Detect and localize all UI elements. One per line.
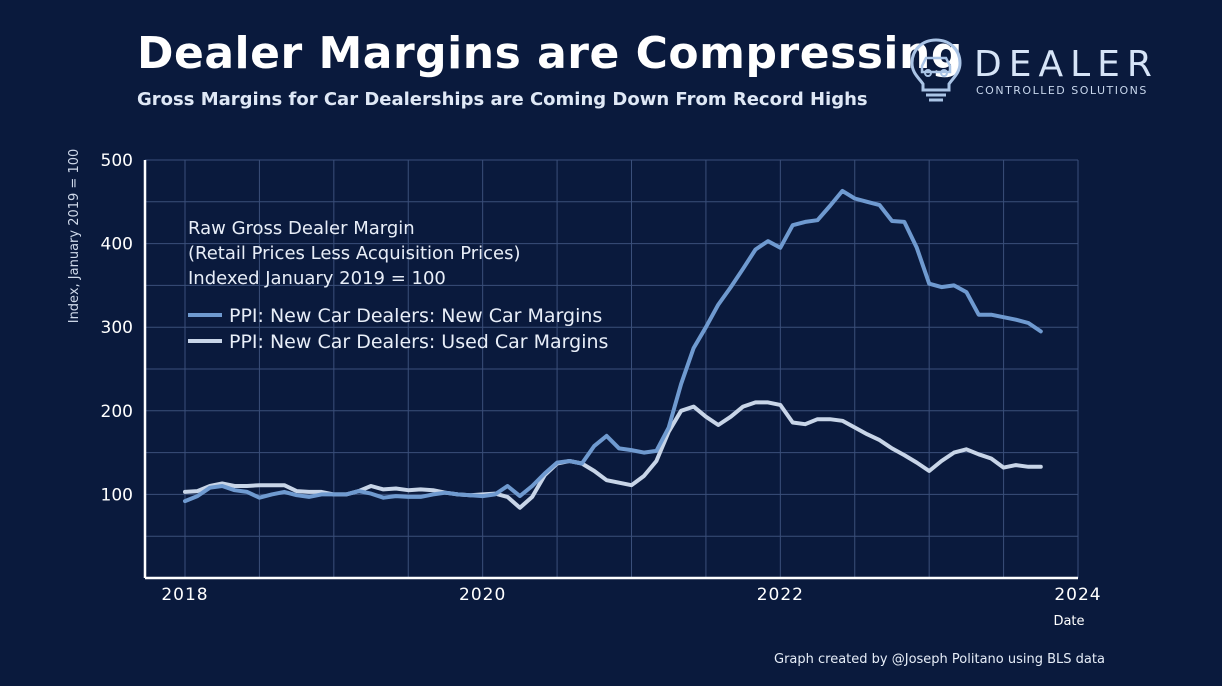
series-line (183, 188, 1043, 504)
y-tick-label: 100 (101, 485, 133, 505)
x-tick-label: 2024 (1054, 585, 1101, 605)
x-axis-label: Date (1053, 614, 1084, 629)
x-tick-label: 2018 (161, 585, 208, 605)
brand-logo: DEALER CONTROLLED SOLUTIONS (906, 36, 1166, 106)
legend-label: PPI: New Car Dealers: New Car Margins (229, 305, 602, 327)
y-tick-label: 500 (101, 151, 133, 171)
gridlines (145, 159, 1079, 578)
y-axis-label: Index, January 2019 = 100 (67, 149, 82, 324)
brand-name: DEALER (974, 44, 1159, 85)
x-tick-label: 2022 (757, 585, 804, 605)
x-tick-label: 2020 (459, 585, 506, 605)
series-line (183, 400, 1043, 510)
y-tick-label: 200 (101, 402, 133, 422)
chart-annotation-line: Indexed January 2019 = 100 (188, 268, 446, 289)
source-credit: Graph created by @Joseph Politano using … (774, 652, 1105, 667)
chart-annotation-line: (Retail Prices Less Acquisition Prices) (188, 243, 521, 264)
chart-subtitle: Gross Margins for Car Dealerships are Co… (137, 89, 868, 110)
y-tick-label: 300 (101, 318, 133, 338)
chart-annotation-line: Raw Gross Dealer Margin (188, 218, 415, 239)
legend-label: PPI: New Car Dealers: Used Car Margins (229, 331, 608, 353)
brand-tagline: CONTROLLED SOLUTIONS (976, 84, 1148, 97)
lightbulb-car-icon (910, 38, 962, 102)
y-tick-label: 400 (101, 235, 133, 255)
chart-title: Dealer Margins are Compressing (137, 28, 963, 79)
